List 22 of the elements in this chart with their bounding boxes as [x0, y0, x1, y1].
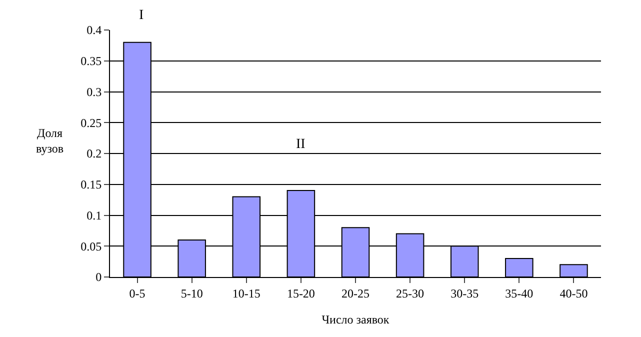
y-tick-label: 0.2 [86, 146, 102, 161]
x-tick-label: 15-20 [286, 286, 315, 300]
annotation: II [296, 137, 306, 152]
y-tick-label: 0.25 [80, 116, 102, 130]
x-axis-title: Число заявок [322, 312, 390, 326]
y-tick-label: 0.3 [86, 84, 102, 99]
x-tick-label: 0-5 [129, 286, 146, 300]
y-axis-title: Доля вузов [36, 126, 64, 156]
x-tick-label: 35-40 [505, 286, 534, 300]
x-tick-label: 25-30 [396, 286, 424, 300]
x-tick-label: 40-50 [560, 286, 588, 300]
x-tick-label: 10-15 [232, 286, 260, 300]
y-tick-label: 0.4 [86, 23, 102, 38]
y-tick-label: 0.15 [80, 178, 102, 192]
y-tick-label: 0 [96, 270, 102, 284]
y-tick-label: 0.1 [86, 208, 102, 222]
y-tick-label: 0.35 [80, 54, 102, 68]
x-tick-label: 30-35 [450, 286, 479, 300]
x-tick-label: 20-25 [342, 286, 370, 300]
x-tick-label: 5-10 [180, 286, 203, 300]
text: I [139, 8, 144, 23]
y-tick-label: 0.05 [80, 239, 102, 254]
